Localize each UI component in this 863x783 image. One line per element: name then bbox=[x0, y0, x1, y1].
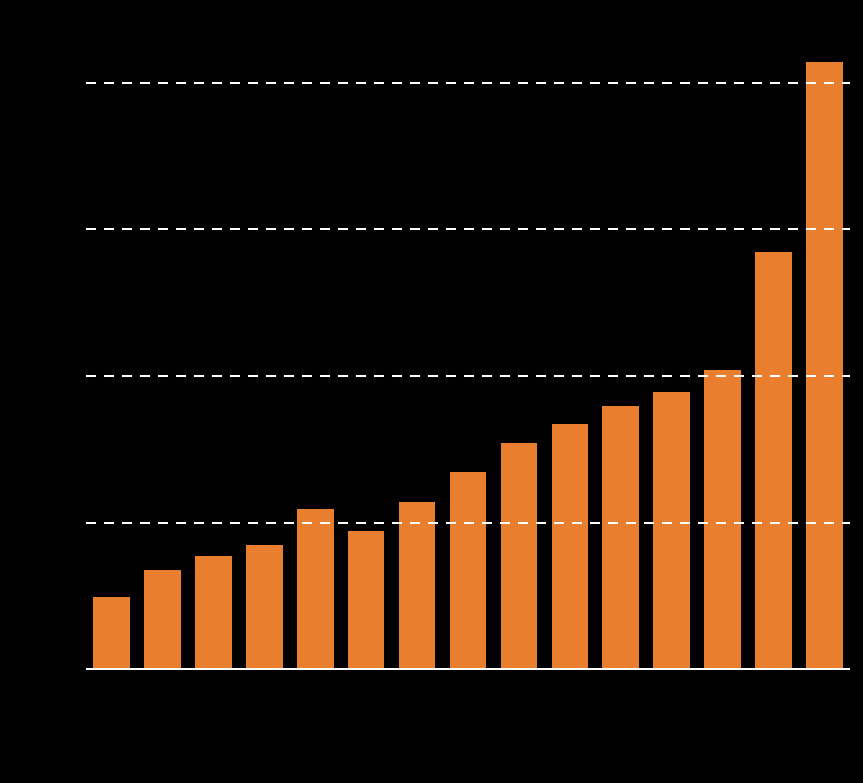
bar bbox=[806, 62, 843, 670]
bar bbox=[552, 424, 589, 670]
bar bbox=[704, 370, 741, 670]
bar bbox=[755, 252, 792, 670]
bar-chart bbox=[0, 0, 863, 783]
bar bbox=[602, 406, 639, 670]
grid-line bbox=[86, 375, 850, 377]
grid-line bbox=[86, 522, 850, 524]
plot-area bbox=[86, 40, 850, 670]
bar bbox=[653, 392, 690, 670]
bar bbox=[195, 556, 232, 670]
bar bbox=[501, 443, 538, 670]
bar bbox=[450, 472, 487, 670]
bar bbox=[348, 531, 385, 670]
bar bbox=[93, 597, 130, 670]
grid-line bbox=[86, 82, 850, 84]
bar bbox=[144, 570, 181, 670]
bars-group bbox=[86, 40, 850, 670]
bar bbox=[297, 509, 334, 670]
grid-line bbox=[86, 228, 850, 230]
bar bbox=[246, 545, 283, 670]
bar bbox=[399, 502, 436, 670]
axis-baseline bbox=[86, 668, 850, 670]
